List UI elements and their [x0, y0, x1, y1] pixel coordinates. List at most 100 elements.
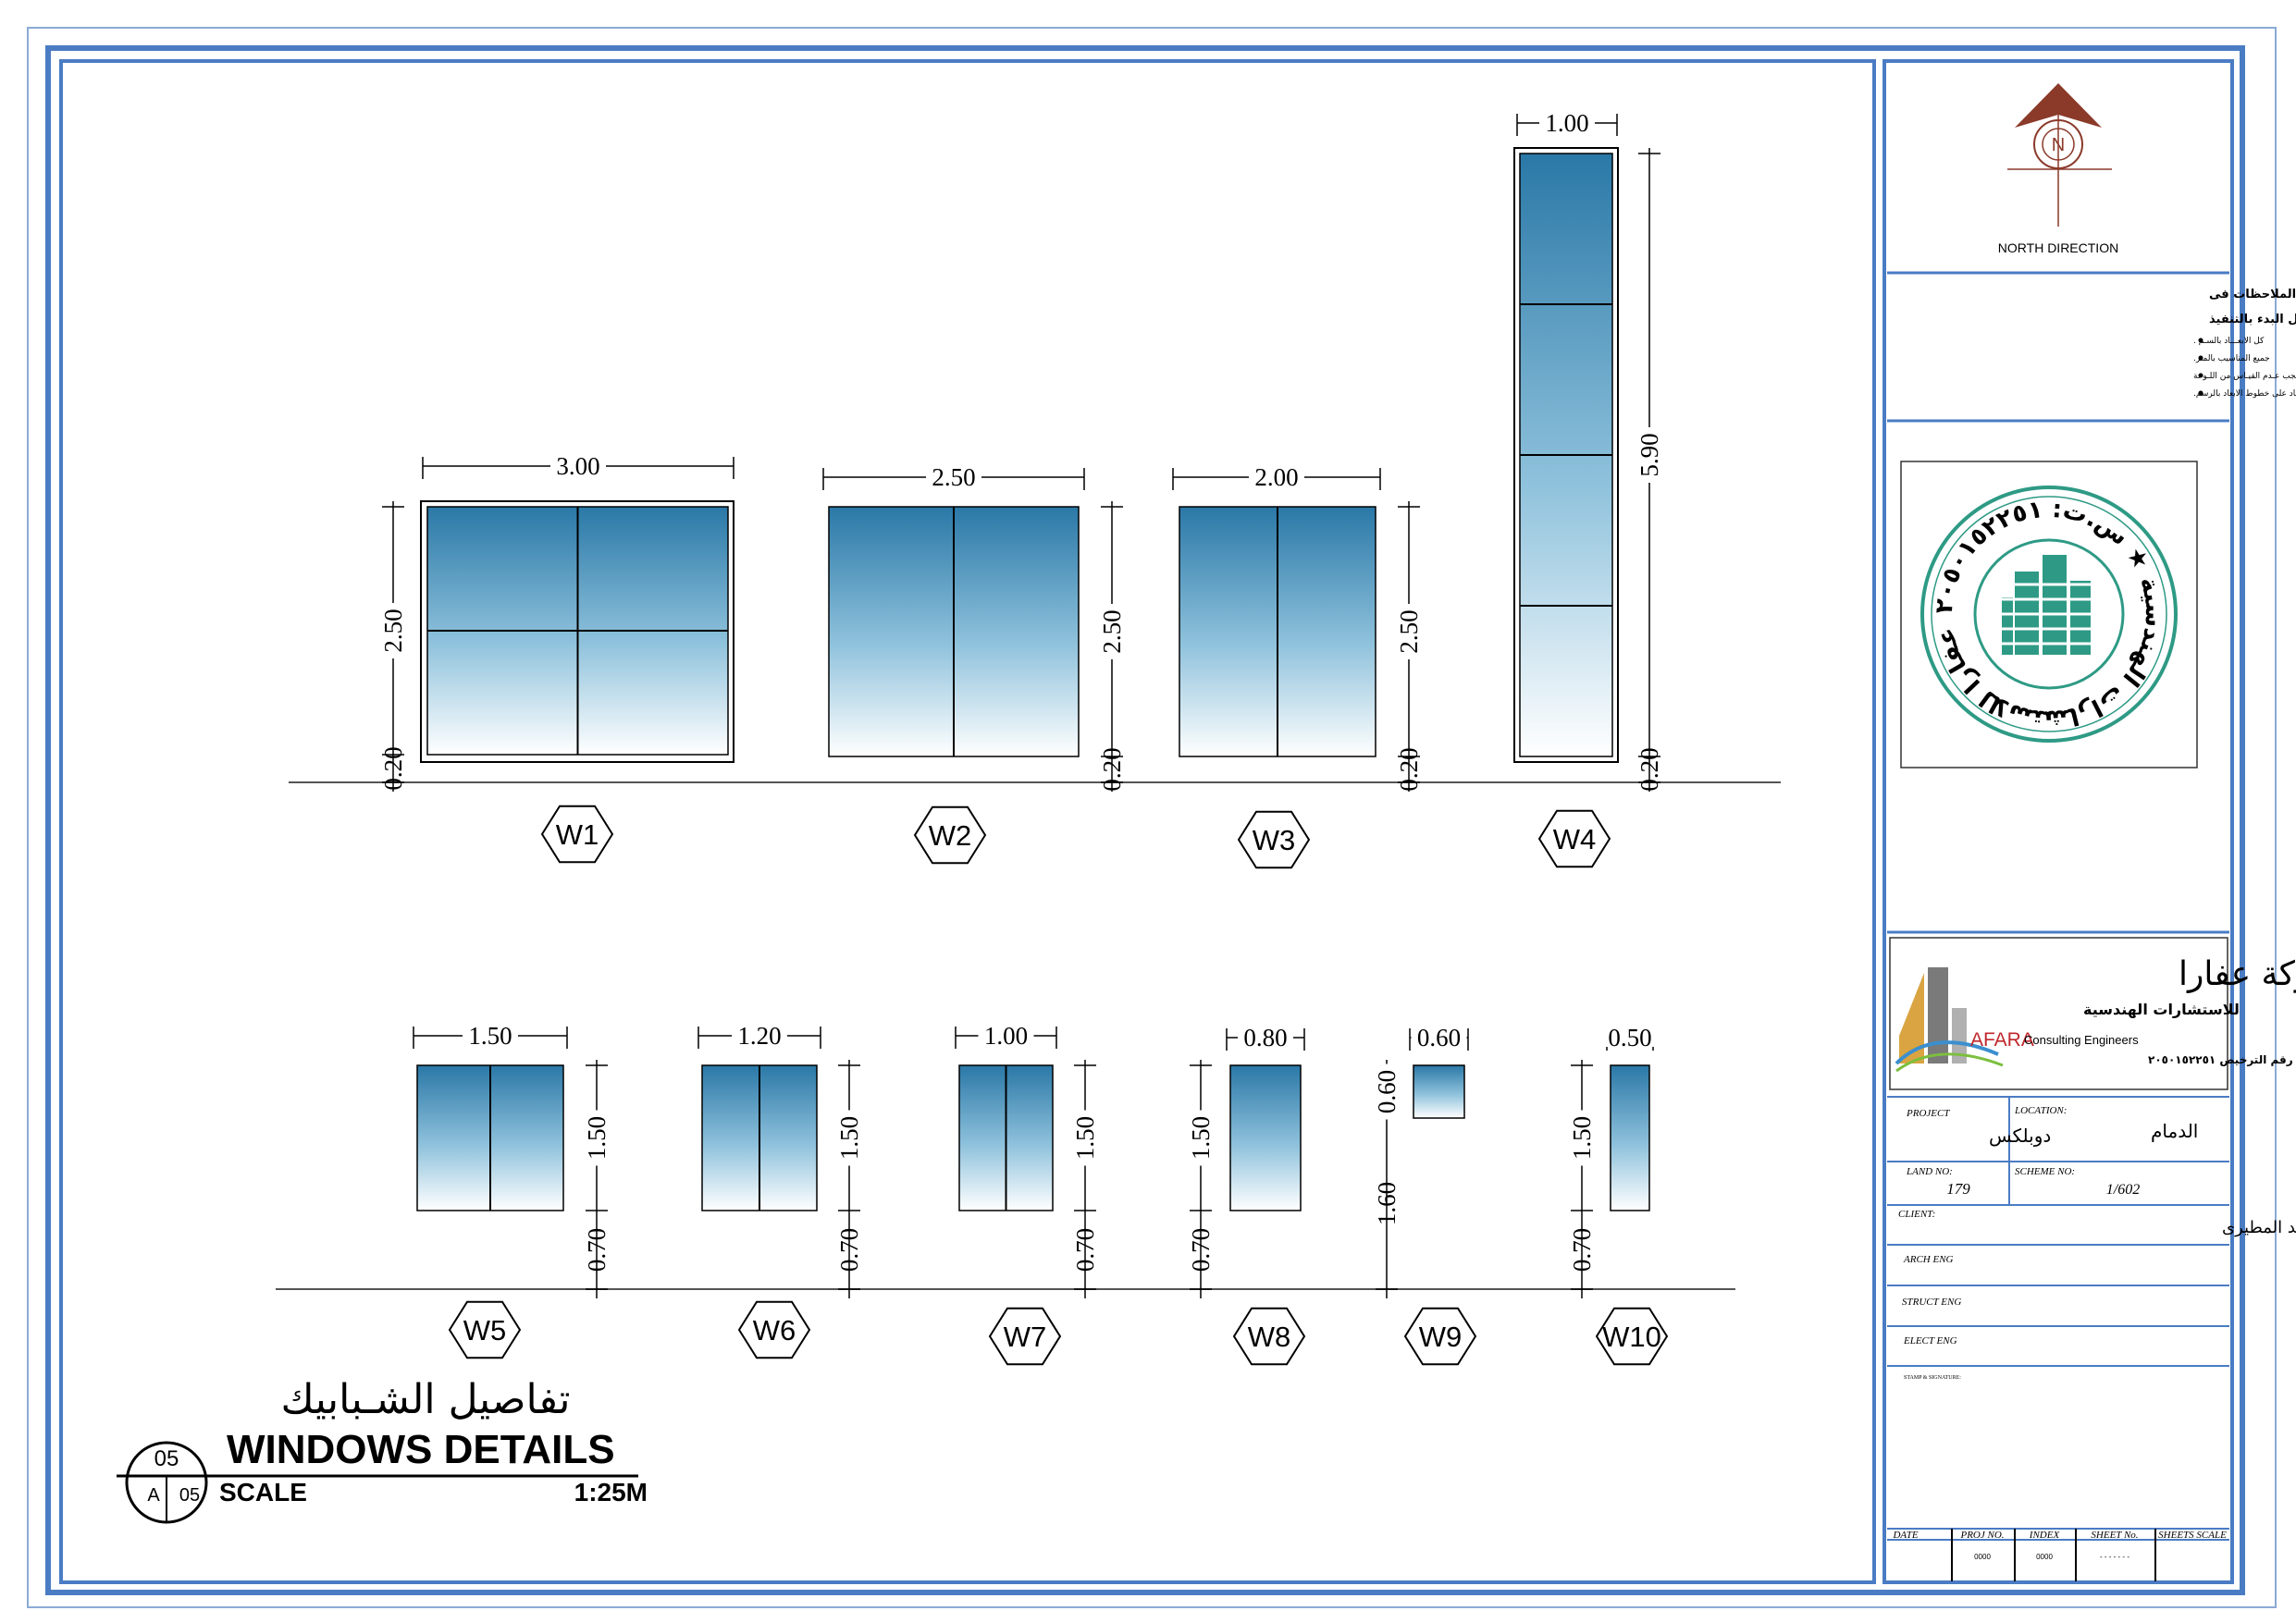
sill-dimension-label: 0.70: [1187, 1228, 1215, 1272]
outer-border: [27, 27, 2277, 1608]
notes-heading-2: المخطط كاملا قبل البدء بالتنفيذ: [2209, 313, 2296, 326]
drawing-area-border: [59, 59, 1876, 1584]
stamp-frame: [1900, 461, 2198, 768]
stamp-building-stripes: [2002, 583, 2092, 646]
title-english: WINDOWS DETAILS: [227, 1427, 615, 1472]
client-label: CLIENT:: [1898, 1209, 1935, 1220]
project-value: دوبلكس: [1989, 1125, 2051, 1147]
height-dimension-label: 5.90: [1636, 433, 1663, 476]
window-tag-label: W9: [1419, 1321, 1463, 1353]
arch-eng-label: ARCH ENG: [1903, 1254, 1954, 1265]
note-item: يجب عـدم القيـاس من اللـوحة: [2193, 372, 2296, 381]
width-dimension-label: 2.00: [1254, 463, 1298, 491]
width-dimension-label: 0.80: [1243, 1024, 1287, 1051]
window-tag-label: W4: [1553, 823, 1597, 855]
window-w10: 0.50 1.50 0.70 W10: [1568, 1023, 1669, 1366]
dimension-label-mask: [1249, 462, 1304, 486]
project-info-table: [1887, 1096, 2229, 1541]
window-glass-pane: [1229, 1064, 1302, 1211]
height-dimension-label: 1.50: [835, 1116, 863, 1160]
note-bullet: [2198, 355, 2203, 361]
window-w1: 3.00 2.50 0.20 W1: [379, 451, 734, 864]
title-block-border: [1882, 59, 2234, 1584]
company-name-ar: شركة عفارا: [2179, 955, 2296, 993]
dimension-label-mask: [463, 1021, 518, 1045]
window-tag-hexagon: [1595, 1307, 1669, 1366]
height-dimension-label: 2.50: [379, 609, 407, 652]
footer-header: DATE: [1892, 1530, 1918, 1541]
window-tag-label: W1: [556, 818, 599, 851]
window-w6: 1.20 1.50 0.70 W6: [697, 1021, 863, 1359]
window-tag-hexagon: [448, 1300, 522, 1359]
detail-number: 05: [154, 1446, 179, 1471]
height-dimension-label: 1.50: [1187, 1116, 1215, 1160]
footer-value: 0000: [2036, 1553, 2053, 1561]
sheet-ref-letter: A: [147, 1485, 160, 1506]
location-value: الدمام: [2151, 1120, 2198, 1142]
dimension-label-mask: [732, 1021, 787, 1045]
footer-header: SHEETS SCALE: [2158, 1530, 2227, 1541]
window-glass-pane: [1610, 1064, 1650, 1211]
window-w4: 1.00 5.90 0.20 W4: [1513, 108, 1663, 868]
land-value: 179: [1946, 1180, 1970, 1198]
sill-dimension-label: 1.60: [1373, 1182, 1401, 1225]
stamp-signature-label: STAMP & SIGNATURE:: [1904, 1375, 1961, 1381]
sill-dimension-label: 0.70: [583, 1228, 611, 1272]
width-dimension-label: 1.50: [468, 1022, 512, 1050]
main-border: [45, 45, 2245, 1595]
company-logo-box: شركة عفارا للاستشارات الهندسية AFARA Con…: [1887, 930, 2296, 1090]
height-dimension-label: 0.60: [1373, 1070, 1401, 1113]
height-dimension-label: 1.50: [1071, 1116, 1099, 1160]
dimension-label-mask: [380, 603, 406, 658]
width-dimension-label: 3.00: [556, 452, 599, 480]
note-bullet: [2198, 338, 2203, 343]
north-arrow-head: [2015, 83, 2102, 128]
project-label: PROJECT: [1906, 1108, 1950, 1119]
windows-layer: 3.00 2.50 0.20 W1 2.50 2.50 0.20 W2 2.00 2.50 0.20…: [379, 108, 1669, 1366]
window-tag-label: W3: [1253, 824, 1296, 856]
height-dimension-label: 1.50: [583, 1116, 611, 1160]
sill-dimension-label: 0.70: [1568, 1228, 1596, 1272]
footer-header: PROJ NO.: [1959, 1530, 2004, 1541]
scheme-value: 1/602: [2106, 1182, 2140, 1198]
window-w8: 0.80 1.50 0.70 W8: [1187, 1023, 1306, 1366]
dimension-label-mask: [1374, 1064, 1400, 1120]
dimension-label-mask: [1636, 427, 1662, 483]
dimension-label-mask: [978, 1021, 1034, 1045]
notes-section: يجب قراءة كل الملاحظات فى المخطط كاملا ق…: [1887, 288, 2296, 423]
scale-label: SCALE: [219, 1478, 307, 1506]
scale-value: 1:25M: [574, 1478, 648, 1506]
window-w2: 2.50 2.50 0.20 W2: [822, 462, 1126, 865]
land-label: LAND NO:: [1906, 1166, 1953, 1177]
footer-value: - - - - - - -: [2100, 1553, 2129, 1561]
company-tagline-en: Consulting Engineers: [2024, 1033, 2139, 1047]
title-arabic: تفاصيل الشـبابيك: [281, 1376, 571, 1423]
company-logo-icon: [1895, 967, 2004, 1073]
window-tag-hexagon: [1403, 1307, 1477, 1366]
elect-eng-label: ELECT ENG: [1903, 1335, 1957, 1346]
north-label: NORTH DIRECTION: [1998, 240, 2118, 255]
north-arrow: N NORTH DIRECTION: [1887, 83, 2229, 275]
footer-header: INDEX: [2029, 1530, 2061, 1541]
note-bullet: [2198, 373, 2203, 378]
stamp-inner-ring: [1973, 538, 2125, 690]
sill-dimension-label: 0.70: [1071, 1228, 1099, 1272]
window-tag-hexagon: [913, 805, 987, 865]
note-bullet: [2198, 390, 2203, 396]
notes-list: كل الابعـــاد بالسـم . جميع المناسيب بالم…: [2193, 337, 2296, 399]
location-label: LOCATION:: [2014, 1105, 2067, 1116]
window-tag-hexagon: [1237, 810, 1311, 869]
dimension-label-mask: [836, 1110, 862, 1166]
dimension-label-mask: [550, 451, 606, 475]
client-value: مؤسسة سعود بن محمد بن حامد المطيرى: [2222, 1218, 2296, 1237]
window-tag-hexagon: [1537, 809, 1611, 868]
sill-dimension-label: 0.20: [1395, 747, 1423, 791]
height-dimension-label: 2.50: [1098, 609, 1126, 653]
logo-frame: [1889, 937, 2228, 1090]
window-tag-label: W10: [1602, 1321, 1661, 1353]
footer-header: SHEET No.: [2091, 1530, 2138, 1541]
sheet-ref-number: 05: [179, 1485, 200, 1506]
width-dimension-label: 1.20: [737, 1022, 781, 1050]
sill-dimension-label: 0.20: [1636, 747, 1663, 791]
